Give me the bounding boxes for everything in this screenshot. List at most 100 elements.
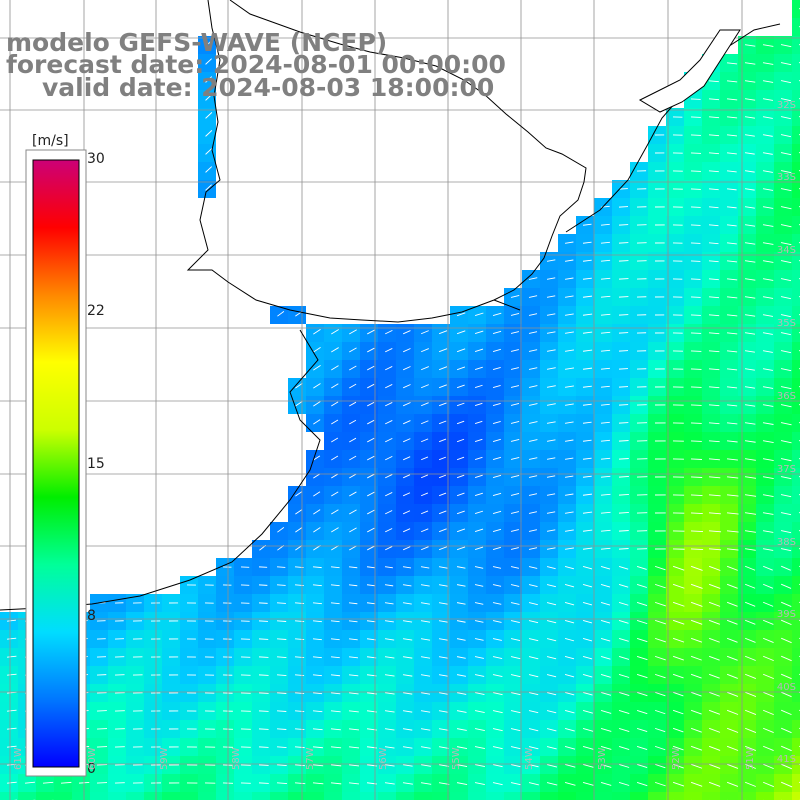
wind-arrow <box>708 404 720 407</box>
wind-arrow <box>762 332 773 335</box>
wind-arrow <box>420 366 429 371</box>
wind-arrow <box>295 527 303 533</box>
longitude-label: 60W <box>87 747 98 770</box>
wind-arrow <box>762 727 774 734</box>
wind-arrow <box>582 331 593 334</box>
wind-arrow <box>762 44 774 47</box>
wind-arrow <box>420 602 430 605</box>
wind-arrow <box>582 349 593 352</box>
wind-arrow <box>546 295 556 298</box>
wind-arrow <box>348 692 359 695</box>
wind-arrow <box>564 547 574 550</box>
wind-speed-cell <box>792 90 800 108</box>
wind-arrow <box>366 638 376 641</box>
wind-arrow <box>582 367 593 370</box>
wind-arrow <box>582 656 593 660</box>
wind-arrow <box>636 655 648 661</box>
colorbar-unit: [m/s] <box>32 133 69 149</box>
wind-arrow <box>780 727 792 734</box>
wind-arrow <box>348 602 358 605</box>
latitude-label: 34S <box>776 245 796 256</box>
wind-arrow <box>205 166 213 173</box>
wind-arrow <box>474 438 483 443</box>
wind-arrow <box>510 692 521 696</box>
wind-arrow <box>331 401 339 407</box>
wind-arrow <box>438 330 448 335</box>
wind-arrow <box>780 494 792 498</box>
wind-arrow <box>6 727 17 730</box>
wind-arrow <box>690 673 702 679</box>
wind-arrow <box>618 709 630 714</box>
wind-arrow <box>600 782 612 786</box>
wind-arrow <box>690 368 702 370</box>
wind-arrow <box>780 583 792 589</box>
wind-arrow <box>349 437 357 443</box>
wind-arrow <box>600 746 612 750</box>
wind-arrow <box>726 530 739 533</box>
wind-arrow <box>420 656 431 659</box>
wind-arrow <box>708 188 719 191</box>
wind-arrow <box>546 746 557 750</box>
wind-arrow <box>744 745 756 751</box>
wind-arrow <box>276 728 287 730</box>
wind-arrow <box>708 583 721 589</box>
wind-speed-cell <box>396 792 414 800</box>
wind-arrow <box>726 134 738 137</box>
wind-arrow <box>528 638 539 642</box>
wind-arrow <box>654 619 667 625</box>
wind-arrow <box>438 584 448 587</box>
wind-arrow <box>618 278 629 280</box>
wind-speed-cell <box>792 612 800 630</box>
wind-arrow <box>690 691 702 697</box>
wind-arrow <box>636 763 648 769</box>
wind-arrow <box>582 457 592 460</box>
wind-arrow <box>708 170 719 173</box>
wind-arrow <box>582 493 592 496</box>
wind-arrow <box>708 206 719 209</box>
wind-arrow <box>636 673 648 679</box>
wind-arrow <box>564 295 574 298</box>
wind-arrow <box>600 764 612 768</box>
wind-arrow <box>420 528 429 533</box>
wind-arrow <box>438 710 449 713</box>
wind-arrow <box>744 332 756 335</box>
wind-arrow <box>600 566 611 570</box>
wind-arrow <box>600 529 611 532</box>
wind-arrow <box>474 474 483 479</box>
wind-arrow <box>276 782 288 785</box>
wind-arrow <box>348 710 359 713</box>
wind-arrow <box>456 312 466 317</box>
wind-arrow <box>510 584 520 587</box>
wind-arrow <box>744 440 756 443</box>
wind-arrow <box>546 529 556 532</box>
latitude-label: 32S <box>776 100 796 111</box>
wind-arrow <box>367 419 375 425</box>
wind-arrow <box>385 384 393 389</box>
wind-arrow <box>708 296 720 299</box>
wind-arrow <box>780 440 792 444</box>
wind-arrow <box>762 637 774 643</box>
wind-arrow <box>474 764 485 768</box>
coastline-atlantic <box>0 23 781 611</box>
wind-arrow <box>528 457 538 460</box>
wind-arrow <box>762 655 774 662</box>
wind-arrow <box>384 674 395 677</box>
wind-arrow <box>456 492 465 497</box>
wind-arrow <box>618 691 630 696</box>
wind-arrow <box>474 728 485 732</box>
wind-arrow <box>672 673 684 679</box>
wind-arrow <box>654 781 666 787</box>
wind-arrow <box>762 260 774 263</box>
wind-arrow <box>708 332 720 335</box>
wind-arrow <box>456 584 466 587</box>
wind-speed-cell <box>558 792 576 800</box>
wind-arrow <box>384 746 395 749</box>
wind-arrow <box>744 386 756 389</box>
wind-arrow <box>582 620 593 624</box>
longitude-label: 51W <box>745 747 756 770</box>
wind-arrow <box>780 296 791 300</box>
wind-arrow <box>582 295 593 298</box>
wind-arrow <box>690 260 701 262</box>
wind-arrow <box>349 473 357 479</box>
wind-arrow <box>780 548 792 552</box>
